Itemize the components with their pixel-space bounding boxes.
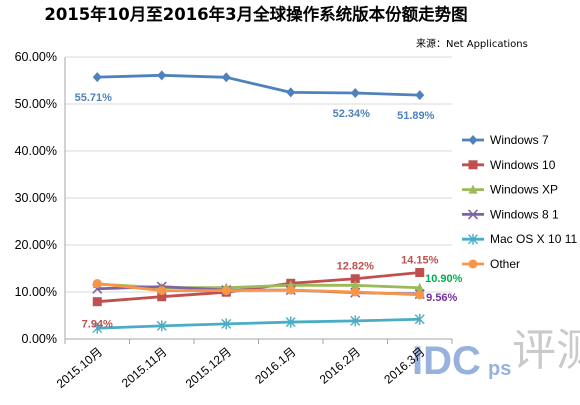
x-tick-label: 2015.11月: [119, 345, 170, 391]
x-tick-label: 2015.10月: [54, 345, 105, 391]
data-point-marker: [92, 279, 102, 289]
y-tick-label: 40.00%: [15, 144, 57, 158]
legend-label: Windows 10: [490, 158, 556, 172]
data-point-marker: [156, 320, 167, 332]
data-label: 52.34%: [333, 108, 371, 120]
data-point-marker: [221, 318, 232, 330]
data-point-marker: [415, 282, 425, 292]
series-line: [97, 73, 420, 97]
data-point-marker: [415, 290, 425, 300]
data-label: 10.90%: [425, 273, 463, 285]
legend-item: Mac OS X 10 11: [462, 232, 577, 246]
data-labels: 55.71% 52.34% 51.89% 7.94% 12.82% 14.15% 10.90…: [75, 92, 463, 331]
data-point-marker: [468, 135, 478, 145]
legend-label: Windows 8 1: [490, 207, 559, 221]
data-point-marker: [221, 72, 231, 83]
series-other: [92, 279, 425, 300]
data-point-marker: [467, 209, 479, 220]
y-tick-label: 20.00%: [15, 238, 57, 252]
legend-item: Windows 7: [462, 133, 549, 147]
data-point-marker: [468, 259, 478, 269]
data-point-marker: [350, 280, 360, 290]
data-label: 12.82%: [337, 261, 375, 273]
data-label: 14.15%: [401, 254, 439, 266]
data-point-marker: [468, 160, 478, 170]
data-point-marker: [350, 315, 361, 327]
x-tick-label: 2016.1月: [252, 345, 298, 387]
series-line: [97, 282, 420, 297]
data-point-marker: [157, 292, 167, 302]
data-point-marker: [415, 90, 425, 101]
data-point-marker: [468, 233, 478, 245]
data-point-marker: [92, 322, 103, 334]
x-tick-label: 2016.2月: [317, 345, 363, 387]
watermark-text: IDC: [412, 339, 481, 383]
axes: [64, 57, 453, 344]
data-point-marker: [350, 287, 360, 297]
legend-label: Mac OS X 10 11: [490, 232, 577, 246]
legend-label: Windows XP: [490, 183, 558, 197]
y-axis-ticks: 0.00% 10.00% 20.00% 30.00% 40.00% 50.00% 60.00…: [15, 50, 57, 346]
legend-item: Windows 8 1: [462, 207, 559, 221]
legend-label: Windows 7: [490, 133, 549, 147]
series-mac-os-x-10-11: [92, 313, 425, 334]
series-windows-7: [92, 70, 425, 101]
data-label: 55.71%: [75, 92, 113, 104]
data-point-marker: [286, 285, 296, 295]
data-point-marker: [286, 87, 296, 98]
x-axis-ticks: 2015.10月 2015.11月 2015.12月 2016.1月 2016.2月 20…: [54, 345, 428, 391]
data-point-marker: [92, 297, 102, 307]
data-point-marker: [157, 70, 167, 81]
data-point-marker: [415, 267, 425, 277]
watermark: IDC ps 评测: [412, 325, 580, 383]
y-tick-label: 0.00%: [22, 332, 57, 346]
watermark-subtext: ps: [488, 358, 511, 380]
data-label: 51.89%: [397, 110, 435, 122]
data-point-marker: [468, 184, 478, 194]
data-point-marker: [157, 286, 167, 296]
source-note: 来源：Net Applications: [416, 37, 528, 50]
x-tick-label: 2015.12月: [183, 345, 234, 391]
y-tick-label: 10.00%: [15, 285, 57, 299]
y-tick-label: 30.00%: [15, 191, 57, 205]
series-lines: [92, 70, 425, 334]
gridlines: [65, 56, 452, 293]
data-point-marker: [92, 72, 102, 83]
legend-item: Windows 10: [462, 158, 556, 172]
y-tick-label: 60.00%: [15, 50, 57, 64]
legend: Windows 7 Windows 10 Windows XP Windows 8 1…: [462, 133, 577, 271]
series-line: [97, 317, 420, 330]
data-label: 7.94%: [82, 319, 113, 331]
data-point-marker: [414, 313, 425, 325]
y-tick-label: 50.00%: [15, 97, 57, 111]
legend-label: Other: [490, 257, 520, 271]
data-point-marker: [221, 286, 231, 296]
chart-title: 2015年10月至2016年3月全球操作系统版本份额走势图: [44, 4, 467, 24]
data-point-marker: [285, 316, 296, 328]
data-point-marker: [350, 88, 360, 99]
data-label: 9.56%: [426, 292, 457, 304]
legend-item: Other: [462, 257, 520, 271]
data-point-marker: [350, 274, 360, 284]
watermark-chinese: 评测: [512, 325, 580, 376]
legend-item: Windows XP: [462, 183, 558, 197]
